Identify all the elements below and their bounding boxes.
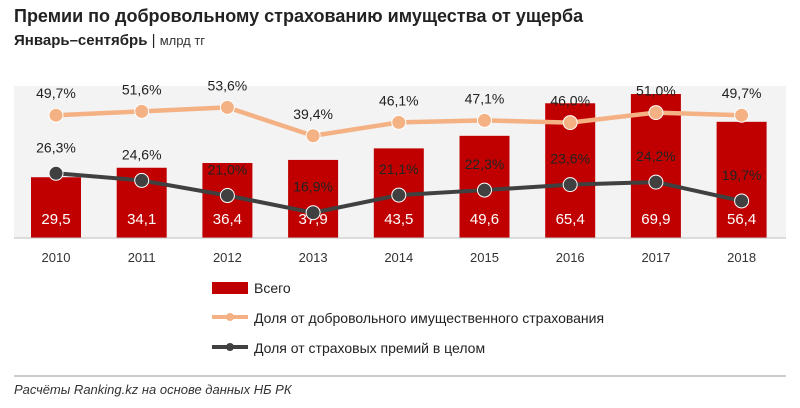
total-share-label: 24,6% bbox=[122, 146, 162, 162]
total-share-label: 23,6% bbox=[550, 151, 590, 167]
voluntary-share-label: 51,6% bbox=[122, 81, 162, 97]
subtitle-separator: | bbox=[151, 32, 156, 49]
chart-title: Премии по добровольному страхованию имущ… bbox=[14, 6, 584, 26]
legend-label-voluntary-share: Доля от добровольного имущественного стр… bbox=[254, 310, 605, 326]
voluntary-share-point bbox=[734, 107, 750, 123]
voluntary-share-point bbox=[477, 112, 492, 128]
total-share-point bbox=[477, 182, 492, 198]
x-tick-label: 2014 bbox=[384, 250, 413, 265]
voluntary-share-point bbox=[562, 115, 578, 131]
total-share-point bbox=[134, 172, 150, 188]
total-share-point bbox=[648, 174, 664, 190]
bar-value-label: 49,6 bbox=[470, 211, 499, 228]
total-share-point bbox=[219, 188, 235, 204]
x-tick-label: 2010 bbox=[42, 250, 71, 265]
bar-value-label: 36,4 bbox=[213, 211, 242, 228]
voluntary-share-label: 49,7% bbox=[36, 85, 76, 101]
total-share-label: 26,3% bbox=[36, 139, 76, 155]
legend-label-total: Всего bbox=[254, 280, 291, 296]
chart-subtitle: Январь–сентябрь | млрд тг bbox=[14, 32, 205, 49]
voluntary-share-label: 49,7% bbox=[722, 85, 762, 101]
bar-value-label: 69,9 bbox=[641, 211, 670, 228]
bar-value-label: 34,1 bbox=[127, 211, 156, 228]
voluntary-share-label: 51,0% bbox=[636, 83, 676, 99]
total-share-label: 16,9% bbox=[293, 179, 333, 195]
x-tick-label: 2012 bbox=[213, 250, 242, 265]
total-share-label: 21,1% bbox=[379, 161, 419, 177]
bar bbox=[31, 177, 81, 238]
x-tick-label: 2016 bbox=[556, 250, 585, 265]
total-share-point bbox=[562, 177, 578, 193]
legend-label-total-share: Доля от страховых премий в целом bbox=[254, 340, 486, 356]
voluntary-share-point bbox=[134, 103, 150, 119]
x-tick-label: 2013 bbox=[299, 250, 328, 265]
legend-swatch-voluntary-share-point bbox=[226, 313, 234, 321]
voluntary-share-point bbox=[48, 107, 64, 123]
voluntary-share-point bbox=[648, 105, 664, 121]
voluntary-share-point bbox=[391, 114, 407, 130]
x-tick-label: 2011 bbox=[128, 250, 156, 265]
voluntary-share-point bbox=[219, 99, 235, 115]
legend-swatch-total-share-point bbox=[226, 343, 234, 351]
total-share-label: 24,2% bbox=[636, 148, 676, 164]
legend-swatch-total bbox=[212, 282, 248, 294]
bar-value-label: 56,4 bbox=[727, 211, 756, 228]
total-share-point bbox=[391, 187, 407, 203]
total-share-label: 19,7% bbox=[722, 167, 762, 183]
bar bbox=[716, 121, 767, 238]
x-tick-label: 2015 bbox=[470, 250, 499, 265]
bar bbox=[288, 159, 339, 238]
voluntary-share-label: 46,0% bbox=[550, 93, 590, 109]
voluntary-share-label: 53,6% bbox=[208, 77, 248, 93]
bar-value-label: 65,4 bbox=[556, 211, 585, 228]
total-share-point bbox=[734, 193, 750, 209]
source-note: Расчёты Ranking.kz на основе данных НБ Р… bbox=[14, 382, 292, 397]
subtitle-period: Январь–сентябрь bbox=[14, 32, 148, 49]
x-tick-label: 2018 bbox=[727, 250, 756, 265]
total-share-label: 21,0% bbox=[208, 162, 248, 178]
total-share-point bbox=[48, 165, 64, 181]
total-share-label: 22,3% bbox=[465, 156, 505, 172]
voluntary-share-label: 39,4% bbox=[293, 106, 333, 122]
bar-value-label: 29,5 bbox=[41, 211, 70, 228]
x-tick-label: 2017 bbox=[641, 250, 670, 265]
voluntary-share-label: 46,1% bbox=[379, 92, 419, 108]
total-share-point bbox=[305, 205, 321, 221]
subtitle-unit: млрд тг bbox=[159, 33, 206, 48]
voluntary-share-point bbox=[305, 128, 321, 144]
bar-value-label: 43,5 bbox=[384, 211, 413, 228]
voluntary-share-label: 47,1% bbox=[465, 90, 505, 106]
